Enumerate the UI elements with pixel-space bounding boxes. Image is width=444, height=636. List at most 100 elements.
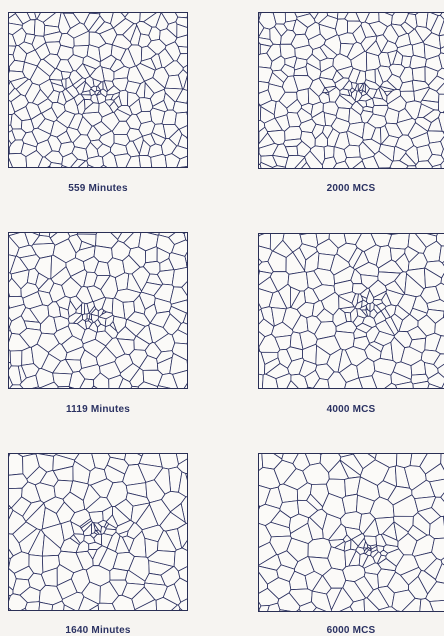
grain-cell [360,90,368,97]
grain-cell [9,362,12,370]
grain-cell [437,363,444,378]
grain-cell [96,93,107,105]
grain-cell [90,85,98,93]
grain-cell [312,378,330,388]
grain-cell [109,100,119,113]
grain-cell [85,320,93,330]
grain-structure-svg [9,454,187,610]
grain-cell [172,370,187,388]
grain-boundaries [9,454,187,610]
grain-cell [324,85,337,93]
caption-1119-minutes: 1119 Minutes [65,404,131,415]
grain-cell [376,302,387,312]
grain-cell [438,112,444,133]
grain-cell [57,386,70,388]
grain-simulation-6000-mcs [258,453,444,612]
grain-cell [365,309,371,317]
grain-cell [387,234,410,250]
grain-cell [177,133,187,150]
grain-cell [426,299,444,312]
grain-cell [138,97,154,112]
grain-cell [307,537,332,559]
grain-micrograph-1640-minutes [8,453,188,611]
grain-cell [352,160,366,168]
grain-cell [367,544,372,549]
grain-cell [356,293,364,304]
grain-cell [372,97,389,106]
grain-cell [437,93,444,113]
grain-cell [110,92,120,101]
grain-cell [118,530,129,538]
grain-structure-svg [259,234,444,388]
grain-cell [339,88,351,97]
grain-cell [358,375,378,388]
grain-cell [9,54,15,68]
grain-cell [359,305,367,311]
grain-cell [68,370,86,388]
grain-cell [440,160,444,168]
grain-cell [333,160,350,168]
grain-boundaries [9,233,187,388]
grain-cell [296,608,302,611]
grain-cell [339,606,354,611]
grain-boundaries [259,234,444,388]
grain-cell [164,153,181,167]
grain-cell [100,88,108,98]
grain-cell [349,598,365,611]
grain-cell [356,100,368,108]
grain-cell [438,52,444,70]
grain-cell [104,324,119,339]
grain-cell [362,315,377,328]
grain-cell [89,65,105,83]
caption-2000-mcs: 2000 MCS [326,183,376,194]
grain-cell [419,598,434,611]
grain-cell [277,592,301,611]
grain-cell [435,563,444,584]
grain-cell [271,165,287,168]
grain-cell [301,162,311,168]
grain-cell [321,156,337,168]
grain-cell [169,503,186,523]
grain-cell [435,282,444,303]
grain-micrograph-1119-minutes [8,232,188,389]
grain-cell [138,154,153,167]
grain-cell [179,607,183,610]
grain-cell [67,300,77,318]
grain-cell [177,322,187,335]
grain-structure-svg [9,13,187,167]
grain-cell [440,454,444,471]
grain-cell [87,164,94,167]
grain-cell [182,64,187,74]
grain-simulation-2000-mcs [258,12,444,169]
grain-boundaries [259,454,444,611]
grain-cell [411,66,426,83]
grain-cell [18,41,36,55]
grain-cell [61,165,68,167]
grain-micrograph-559-minutes [8,12,188,168]
grain-cell [354,83,359,92]
grain-cell [406,165,417,168]
grain-cell [344,548,357,568]
grain-cell [180,166,187,167]
grain-cell [429,600,444,611]
grain-cell [24,601,41,610]
grain-cell [318,92,331,104]
grain-cell [136,324,153,345]
grain-boundaries [259,13,444,168]
grain-cell [332,70,344,84]
grain-cell [91,314,100,323]
grain-cell [80,302,86,315]
grain-cell [90,532,98,539]
grain-cell [259,609,260,611]
grain-cell [173,577,187,603]
grain-cell [9,505,12,510]
grain-cell [259,373,264,388]
grain-cell [427,383,443,388]
grain-cell [51,82,66,93]
grain-cell [438,34,444,49]
grain-cell [364,79,381,90]
grain-cell [88,604,99,610]
grain-cell [9,454,24,476]
grain-cell [306,386,314,388]
grain-cell [69,386,75,388]
